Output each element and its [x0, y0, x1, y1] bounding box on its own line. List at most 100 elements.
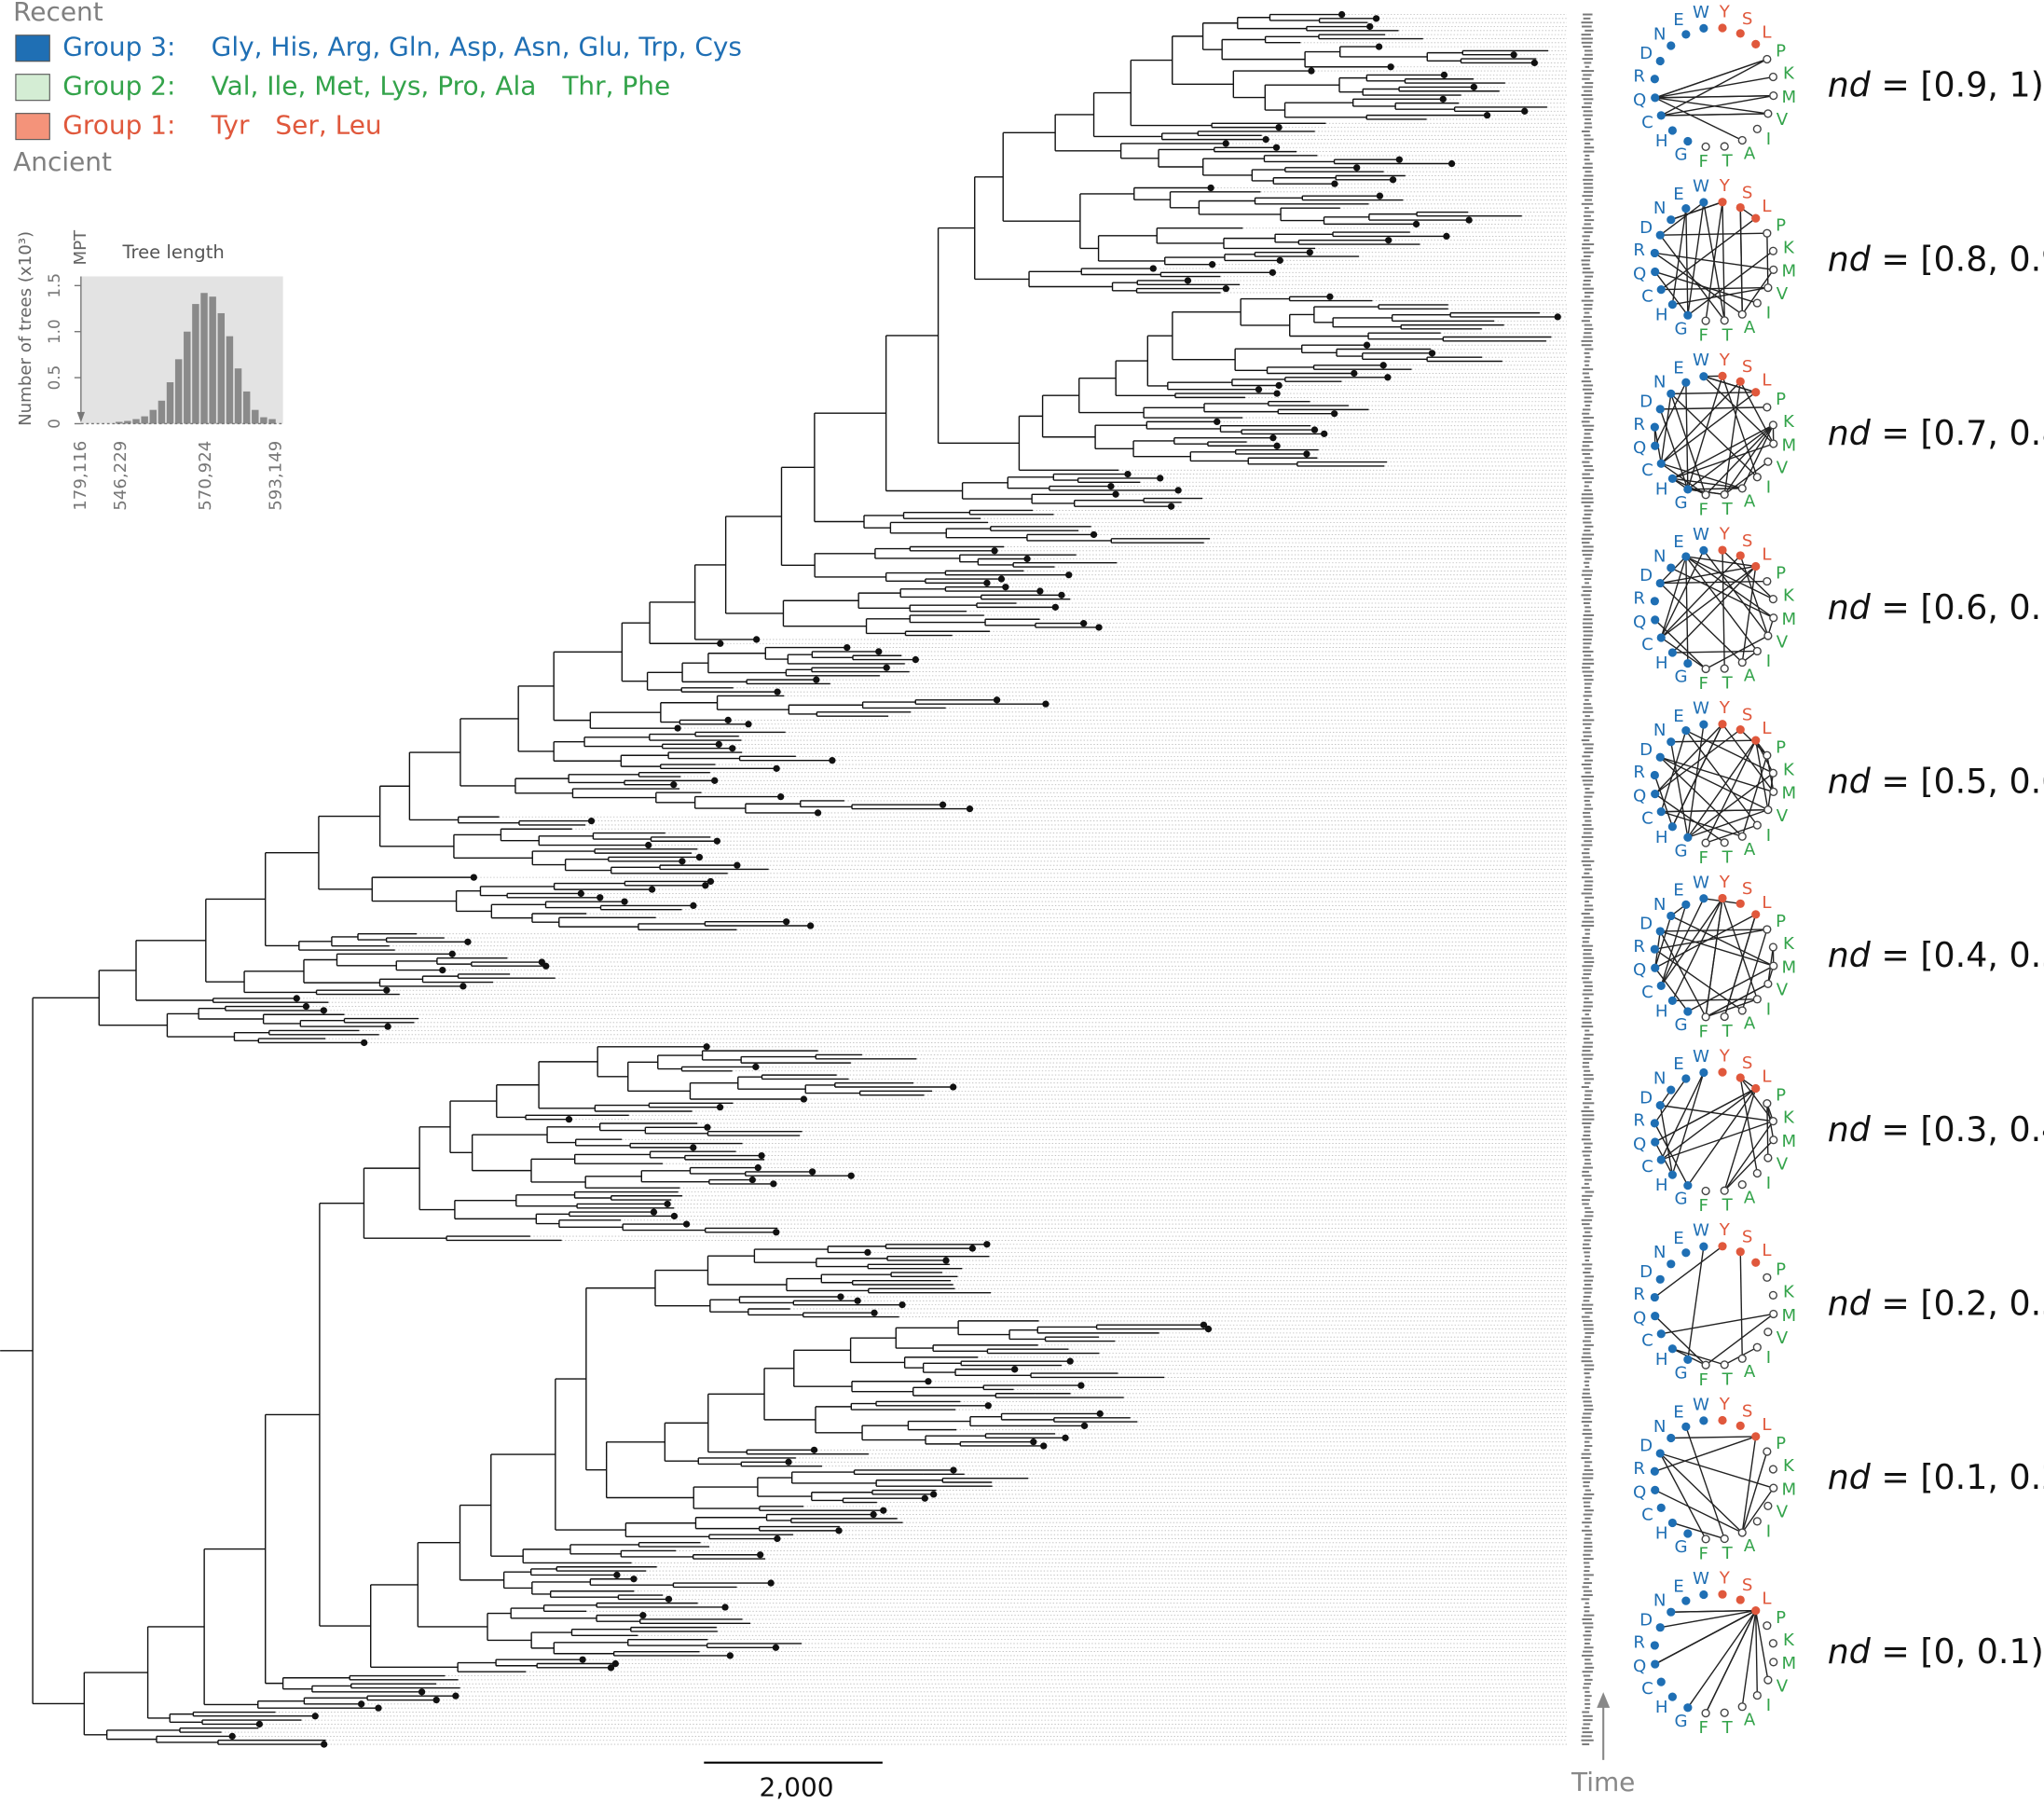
- amino-acid-node: [1720, 1012, 1729, 1022]
- network-edge: [1660, 1609, 1756, 1629]
- tip-dot: [721, 1603, 729, 1611]
- amino-acid-letter: I: [1766, 826, 1771, 846]
- amino-acid-letter: Y: [1719, 2, 1731, 21]
- tip-dot: [777, 792, 785, 801]
- tip-dot: [717, 640, 724, 647]
- network-edge: [1723, 914, 1757, 1017]
- amino-acid-node: [1667, 737, 1676, 747]
- amino-acid-node: [1655, 56, 1665, 66]
- amino-acid-node: [1735, 899, 1745, 908]
- amino-acid-letter: E: [1673, 185, 1683, 204]
- amino-acid-letter: S: [1742, 9, 1753, 29]
- amino-acid-node: [1667, 126, 1677, 135]
- network-edge: [1705, 824, 1758, 844]
- amino-acid-node: [1656, 1329, 1666, 1339]
- network-edge: [1755, 1610, 1769, 1681]
- amino-acid-letter: W: [1693, 351, 1709, 370]
- network-edge: [1659, 408, 1689, 490]
- tip-dot: [813, 676, 820, 683]
- amino-acid-node: [1651, 1137, 1660, 1147]
- amino-acid-letter: D: [1639, 44, 1653, 63]
- amino-acid-letter: A: [1744, 492, 1756, 512]
- amino-acid-node: [1655, 405, 1665, 414]
- network-edge: [1670, 392, 1758, 478]
- amino-acid-node: [1656, 459, 1666, 468]
- amino-acid-node: [1655, 1101, 1665, 1110]
- amino-acid-node: [1667, 911, 1676, 921]
- amino-acid-letter: G: [1674, 1015, 1687, 1035]
- tip-dot: [1107, 482, 1115, 490]
- network-edge: [1660, 1104, 1774, 1122]
- tip-dot: [255, 1720, 264, 1728]
- tip-dot: [724, 716, 732, 724]
- amino-acid-letter: D: [1639, 1262, 1653, 1282]
- amino-acid-letter: G: [1674, 319, 1687, 338]
- tip-dot: [665, 1595, 673, 1603]
- amino-acid-node: [1751, 213, 1761, 223]
- network-edge: [1705, 635, 1769, 670]
- amino-acid-letter: L: [1762, 1415, 1772, 1435]
- amino-acid-node: [1718, 198, 1727, 207]
- amino-acid-letter: D: [1639, 1437, 1653, 1456]
- tip-dot: [1554, 313, 1561, 321]
- amino-acid-letter: F: [1699, 674, 1708, 694]
- amino-acid-node: [1651, 267, 1660, 277]
- tip-dot: [783, 918, 790, 926]
- tip-dot: [1384, 374, 1392, 381]
- network-edge: [1654, 1609, 1757, 1665]
- amino-acid-node: [1763, 1501, 1773, 1511]
- network-edge: [1741, 424, 1775, 489]
- amino-acid-letter: V: [1776, 981, 1789, 1000]
- amino-acid-letter: Q: [1633, 1482, 1646, 1502]
- amino-acid-letter: M: [1782, 1480, 1797, 1499]
- amino-acid-letter: M: [1782, 88, 1797, 107]
- tip-dot: [1372, 15, 1380, 22]
- amino-acid-node: [1667, 1607, 1676, 1617]
- network-edge: [1685, 730, 1774, 774]
- amino-acid-letter: F: [1699, 1370, 1708, 1390]
- tip-dot: [711, 777, 719, 784]
- nd-label: nd = [0.5, 0.6): [1828, 761, 2044, 801]
- amino-acid-letter: R: [1633, 763, 1645, 782]
- amino-acid-node: [1650, 248, 1659, 258]
- tip-dot: [899, 1301, 906, 1309]
- tip-dot: [1353, 164, 1361, 172]
- histogram-bar: [132, 419, 140, 424]
- amino-acid-letter: P: [1776, 390, 1786, 409]
- nd-range: = [0.6, 0.7): [1871, 587, 2044, 627]
- amino-acid-node: [1683, 1007, 1693, 1016]
- amino-acid-letter: E: [1673, 881, 1683, 901]
- amino-acid-node: [1737, 1006, 1747, 1015]
- network-edge: [1654, 97, 1743, 142]
- amino-acid-letter: H: [1655, 306, 1668, 325]
- tip-dot: [880, 1507, 887, 1514]
- tip-dot: [670, 1212, 679, 1220]
- amino-acid-letter: W: [1693, 1395, 1709, 1414]
- amino-acid-node: [1699, 23, 1708, 33]
- amino-acid-node: [1752, 1690, 1762, 1700]
- network-edge: [1660, 1072, 1705, 1161]
- network-edge: [1660, 637, 1707, 670]
- tip-dot: [228, 1732, 236, 1741]
- network-edge: [1741, 1436, 1757, 1534]
- network-edge: [1685, 556, 1774, 600]
- tip-dot: [375, 1704, 382, 1712]
- amino-acid-node: [1651, 963, 1660, 972]
- network-edge: [1660, 217, 1757, 291]
- network-edge: [1687, 1088, 1757, 1187]
- histogram-y-label: Number of trees (x10³): [16, 231, 35, 426]
- amino-acid-letter: A: [1744, 1710, 1756, 1729]
- amino-acid-node: [1681, 1422, 1691, 1432]
- nd-label: nd = [0.8, 0.9): [1828, 239, 2044, 279]
- network-edge: [1705, 998, 1758, 1018]
- histogram-bar: [242, 391, 251, 424]
- amino-acid-letter: S: [1742, 1576, 1753, 1595]
- amino-acid-letter: L: [1762, 1241, 1772, 1260]
- network-edge: [1703, 376, 1756, 393]
- amino-acid-node: [1752, 1517, 1762, 1526]
- amino-acid-letter: N: [1653, 721, 1667, 740]
- amino-acid-letter: V: [1776, 632, 1789, 652]
- amino-acid-node: [1701, 1360, 1710, 1369]
- amino-acid-letter: S: [1742, 531, 1753, 551]
